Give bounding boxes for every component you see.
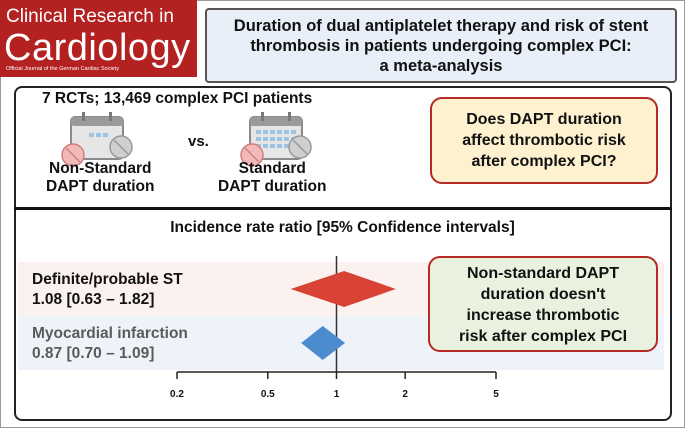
row-stat-st: 1.08 [0.63 – 1.82]	[32, 291, 155, 308]
forest-plot-heading: Incidence rate ratio [95% Confidence int…	[170, 219, 515, 236]
conclusion-line1: Non-standard DAPT	[467, 265, 619, 282]
title-line3: a meta-analysis	[379, 57, 503, 75]
arm-standard-line1: Standard	[238, 160, 306, 177]
arm-non-standard-line2: DAPT duration	[46, 178, 155, 195]
conclusion-line2: duration doesn't	[480, 286, 606, 303]
question-line1: Does DAPT duration	[466, 111, 622, 128]
question-line3: after complex PCI?	[471, 153, 617, 170]
section-divider	[14, 207, 672, 210]
arm-non-standard-line1: Non-Standard	[49, 160, 152, 177]
infographic-title: Duration of dual antiplatelet therapy an…	[205, 8, 677, 83]
row-label-mi: Myocardial infarction 0.87 [0.70 – 1.09]	[32, 324, 188, 364]
conclusion-box: Non-standard DAPT duration doesn't incre…	[428, 256, 658, 352]
journal-logo: Clinical Research in Cardiology Official…	[0, 0, 197, 77]
title-line1: Duration of dual antiplatelet therapy an…	[233, 17, 649, 35]
versus-label: vs.	[188, 133, 209, 150]
journal-tagline: Official Journal of the German Cardiac S…	[6, 66, 120, 72]
title-line2: thrombosis in patients undergoing comple…	[250, 37, 632, 55]
row-name-st: Definite/probable ST	[32, 271, 183, 288]
arm-standard-line2: DAPT duration	[218, 178, 327, 195]
row-name-mi: Myocardial infarction	[32, 325, 188, 342]
journal-name-line2: Cardiology	[4, 27, 191, 69]
question-line2: affect thrombotic risk	[462, 132, 626, 149]
study-summary: 7 RCTs; 13,469 complex PCI patients	[42, 90, 313, 107]
arm-non-standard-label: Non-Standard DAPT duration	[46, 160, 155, 196]
journal-name-line1: Clinical Research in	[6, 6, 174, 27]
arm-standard-label: Standard DAPT duration	[218, 160, 327, 196]
row-label-st: Definite/probable ST 1.08 [0.63 – 1.82]	[32, 270, 183, 310]
question-box: Does DAPT duration affect thrombotic ris…	[430, 97, 658, 184]
conclusion-line4: risk after complex PCI	[458, 328, 628, 345]
row-stat-mi: 0.87 [0.70 – 1.09]	[32, 345, 155, 362]
conclusion-line3: increase thrombotic	[466, 307, 620, 324]
